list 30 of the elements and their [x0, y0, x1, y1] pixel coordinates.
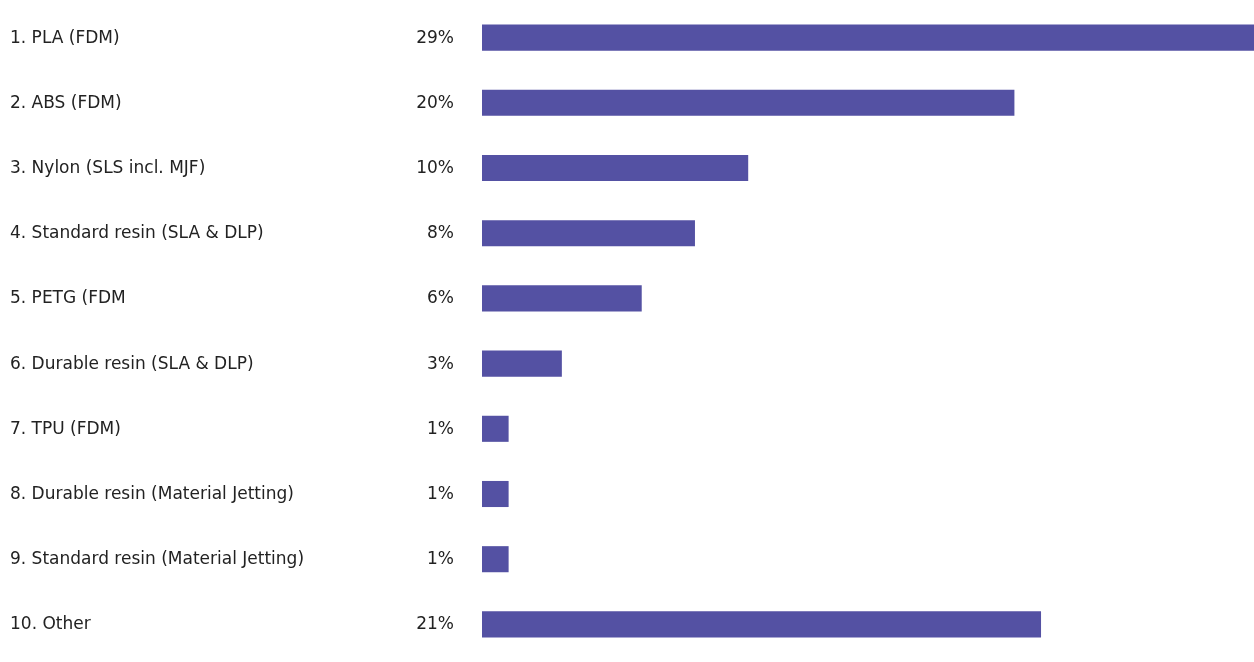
y-tick-label: 2. ABS (FDM) — [10, 91, 122, 112]
y-tick-label: 3. Nylon (SLS incl. MJF) — [10, 157, 206, 177]
y-tick-label: 8. Durable resin (Material Jetting) — [10, 483, 294, 503]
y-tick-label: 10. Other — [10, 613, 91, 634]
data-label: 21% — [416, 613, 454, 634]
data-label: 6% — [427, 287, 454, 308]
y-tick-label: 1. PLA (FDM) — [10, 26, 120, 47]
bar — [482, 350, 562, 377]
data-label: 20% — [416, 91, 454, 112]
y-tick-label: 7. TPU (FDM) — [10, 417, 121, 438]
bar — [482, 611, 1042, 638]
data-label: 8% — [427, 222, 454, 243]
data-label: 1% — [427, 548, 454, 569]
data-label: 10% — [416, 157, 454, 177]
data-label: 1% — [427, 483, 454, 503]
y-tick-label: 9. Standard resin (Material Jetting) — [10, 548, 305, 569]
data-label: 1% — [427, 417, 454, 438]
bar — [482, 24, 1254, 51]
data-label: 3% — [427, 352, 454, 373]
bar — [482, 415, 509, 442]
y-tick-label: 5. PETG (FDM — [10, 287, 126, 308]
bar — [482, 480, 509, 508]
bar — [482, 546, 509, 573]
bar — [482, 154, 749, 182]
bar — [482, 285, 642, 312]
bar — [482, 89, 1015, 116]
data-label: 29% — [416, 26, 454, 47]
y-tick-label: 4. Standard resin (SLA & DLP) — [10, 222, 264, 243]
bar — [482, 220, 695, 247]
y-tick-label: 6. Durable resin (SLA & DLP) — [10, 352, 254, 373]
